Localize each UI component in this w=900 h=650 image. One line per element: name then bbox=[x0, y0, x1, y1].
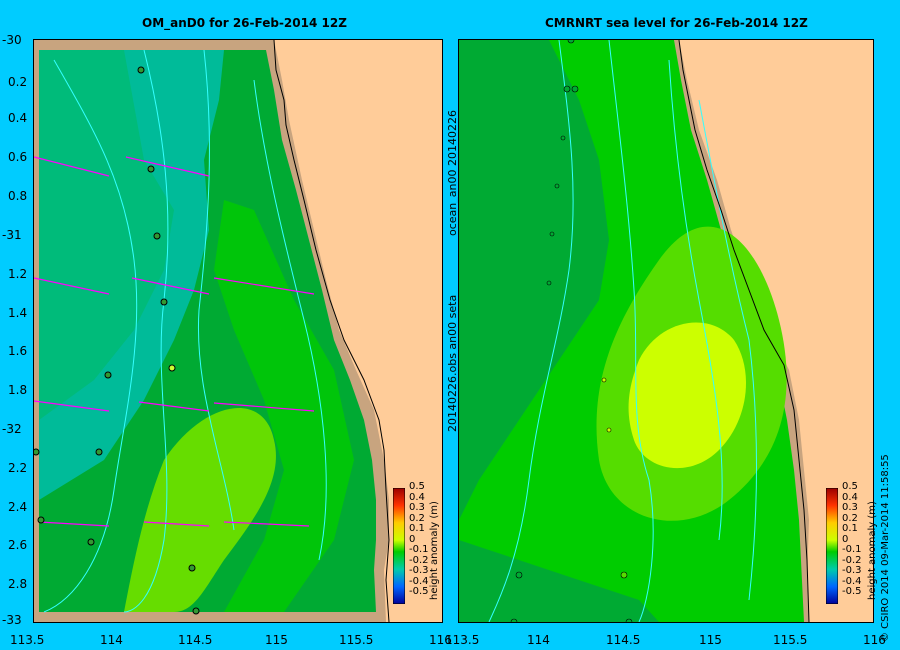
right-map-title: CMRNRT sea level for 26-Feb-2014 12Z bbox=[545, 16, 808, 30]
right-map-contours bbox=[488, 40, 757, 622]
right-map-positive-core bbox=[628, 322, 746, 469]
right-map[interactable] bbox=[458, 39, 874, 623]
right-colorbar-ticks: 0.5 0.4 0.3 0.2 0.1 0 -0.1 -0.2 -0.3 -0.4 -0.5 bbox=[842, 481, 862, 597]
right-map-observations bbox=[510, 40, 633, 622]
credit-text: © CSIRO 2014 09-Mar-2014 11:58:55 bbox=[880, 454, 891, 642]
left-map-contours bbox=[43, 49, 327, 613]
left-colorbar bbox=[393, 488, 405, 604]
left-map-stations bbox=[34, 66, 200, 615]
right-map-dark-region-bottom bbox=[459, 540, 659, 622]
right-map-coastline bbox=[678, 40, 810, 622]
right-colorbar-label: height anomaly (m) bbox=[867, 501, 878, 600]
left-map-vectors bbox=[34, 156, 315, 527]
left-map-coastline bbox=[273, 40, 390, 622]
left-map-green-band bbox=[214, 200, 354, 612]
left-colorbar-ticks: 0.5 0.4 0.3 0.2 0.1 0 -0.1 -0.2 -0.3 -0.4 -0.5 bbox=[409, 481, 429, 597]
left-colorbar-label: height anomaly (m) bbox=[429, 501, 440, 600]
right-colorbar bbox=[826, 488, 838, 604]
left-map[interactable] bbox=[33, 39, 443, 623]
left-map-positive-region bbox=[124, 407, 276, 612]
left-map-title: OM_anD0 for 26-Feb-2014 12Z bbox=[142, 16, 347, 30]
left-map-mid-region bbox=[39, 50, 174, 420]
